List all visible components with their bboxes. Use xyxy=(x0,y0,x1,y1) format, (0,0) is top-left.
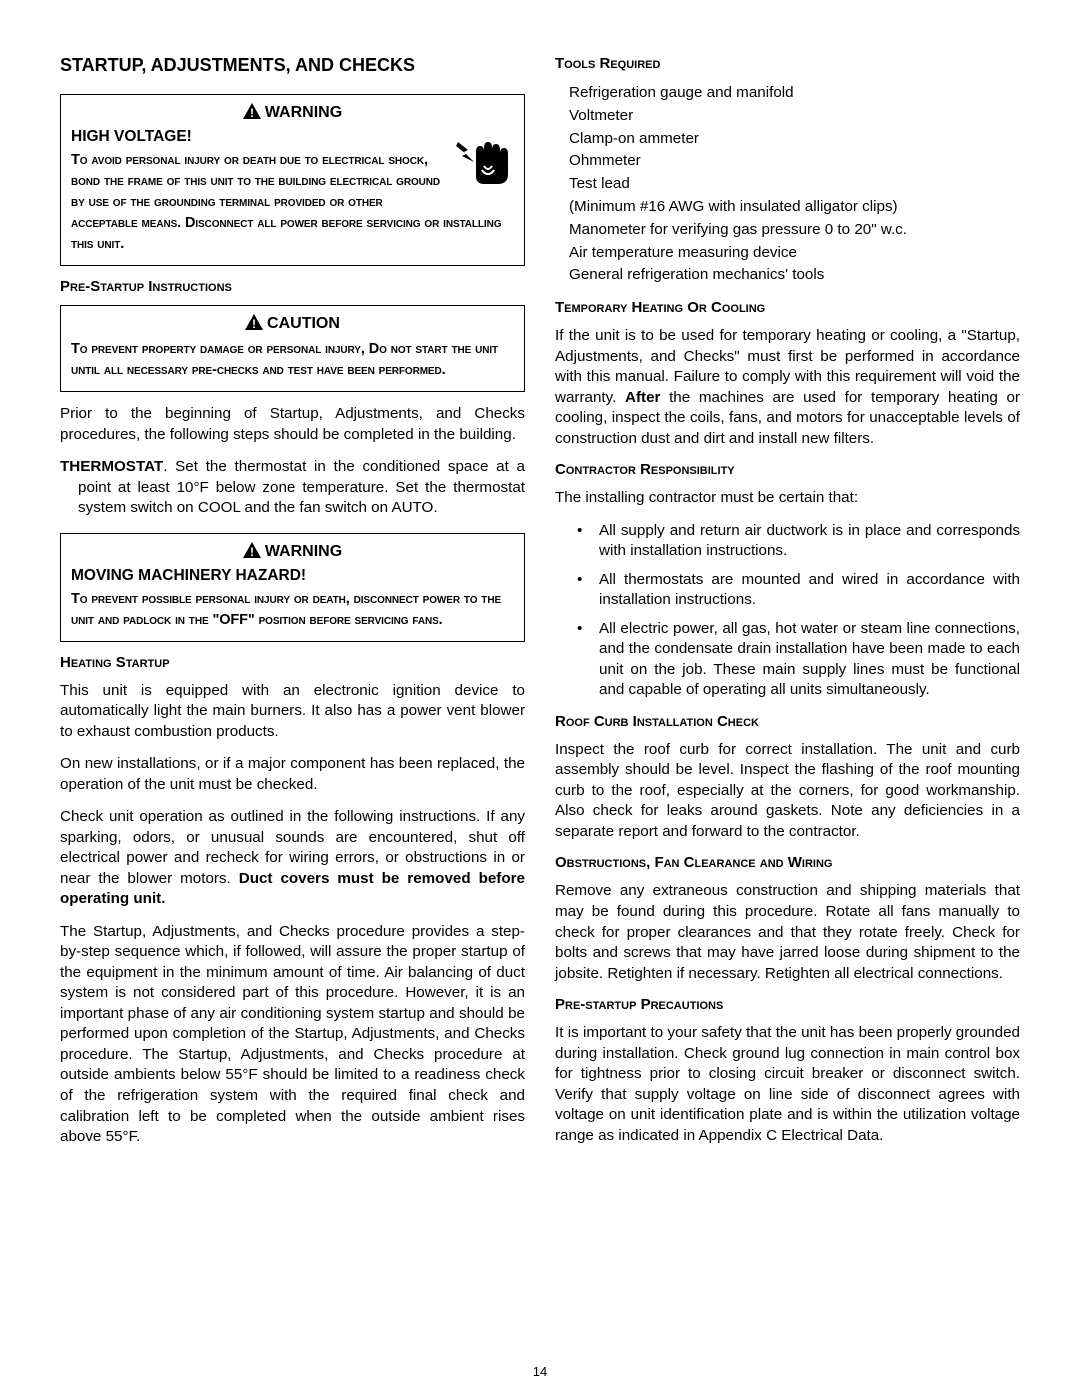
svg-text:!: ! xyxy=(250,545,254,558)
heat-para-4: The Startup, Adjustments, and Checks pro… xyxy=(60,922,525,1148)
warning-machinery-box: ! WARNING MOVING MACHINERY HAZARD! To pr… xyxy=(60,533,525,642)
shock-hand-icon xyxy=(454,130,514,191)
tools-subhead: Tools Required xyxy=(555,55,1020,72)
warning-header: ! WARNING xyxy=(71,103,514,124)
heat-para-3: Check unit operation as outlined in the … xyxy=(60,807,525,910)
two-column-layout: STARTUP, ADJUSTMENTS, AND CHECKS ! WARNI… xyxy=(60,55,1020,1160)
main-heading: STARTUP, ADJUSTMENTS, AND CHECKS xyxy=(60,55,525,76)
tool-item: Voltmeter xyxy=(569,105,1020,128)
tool-item: Manometer for verifying gas pressure 0 t… xyxy=(569,219,1020,242)
warning-triangle-icon: ! xyxy=(243,103,261,124)
tool-item: Ohmmeter xyxy=(569,150,1020,173)
heat-para-1: This unit is equipped with an electronic… xyxy=(60,681,525,743)
bullet-item: All thermostats are mounted and wired in… xyxy=(577,570,1020,611)
heat-para-2: On new installations, or if a major comp… xyxy=(60,754,525,795)
svg-text:!: ! xyxy=(250,106,254,119)
moving-machinery-body: To prevent possible personal injury or d… xyxy=(71,589,514,631)
prior-paragraph: Prior to the beginning of Startup, Adjus… xyxy=(60,404,525,445)
temp-paragraph: If the unit is to be used for temporary … xyxy=(555,326,1020,449)
moving-machinery-title: MOVING MACHINERY HAZARD! xyxy=(71,567,514,585)
heating-startup-subhead: Heating Startup xyxy=(60,654,525,671)
caution-body: To prevent property damage or personal i… xyxy=(71,339,514,381)
bullet-item: All electric power, all gas, hot water o… xyxy=(577,619,1020,701)
thermostat-lead: THERMOSTAT xyxy=(60,458,163,475)
svg-text:!: ! xyxy=(252,317,256,330)
thermostat-block: THERMOSTAT. Set the thermostat in the co… xyxy=(78,457,525,519)
contractor-subhead: Contractor Responsibility xyxy=(555,461,1020,478)
tools-list: Refrigeration gauge and manifold Voltmet… xyxy=(569,82,1020,287)
obstructions-subhead: Obstructions, Fan Clearance and Wiring xyxy=(555,854,1020,871)
tool-item: Refrigeration gauge and manifold xyxy=(569,82,1020,105)
high-voltage-body: To avoid personal injury or death due to… xyxy=(71,150,514,255)
warning-high-voltage-box: ! WARNING HIGH VOLTAGE! To avoid persona… xyxy=(60,94,525,266)
tool-item: Clamp-on ammeter xyxy=(569,128,1020,151)
contractor-para: The installing contractor must be certai… xyxy=(555,488,1020,509)
page-number: 14 xyxy=(0,1364,1080,1379)
warning-label: WARNING xyxy=(265,104,342,121)
tool-item: General refrigeration mechanics' tools xyxy=(569,264,1020,287)
precautions-para: It is important to your safety that the … xyxy=(555,1023,1020,1146)
contractor-bullets: All supply and return air ductwork is in… xyxy=(577,521,1020,701)
warning-mm-label: WARNING xyxy=(265,543,342,560)
temp-bold: After xyxy=(625,389,660,406)
left-column: STARTUP, ADJUSTMENTS, AND CHECKS ! WARNI… xyxy=(60,55,525,1160)
temp-heat-subhead: Temporary Heating Or Cooling xyxy=(555,299,1020,316)
roof-para: Inspect the roof curb for correct instal… xyxy=(555,740,1020,843)
caution-box: ! CAUTION To prevent property damage or … xyxy=(60,305,525,392)
right-column: Tools Required Refrigeration gauge and m… xyxy=(555,55,1020,1160)
tool-item: (Minimum #16 AWG with insulated alligato… xyxy=(569,196,1020,219)
caution-triangle-icon: ! xyxy=(245,314,263,335)
caution-label: CAUTION xyxy=(267,315,340,332)
obstructions-para: Remove any extraneous construction and s… xyxy=(555,881,1020,984)
roof-subhead: Roof Curb Installation Check xyxy=(555,713,1020,730)
pre-startup-subhead: Pre-Startup Instructions xyxy=(60,278,525,295)
tool-item: Test lead xyxy=(569,173,1020,196)
high-voltage-title: HIGH VOLTAGE! xyxy=(71,128,514,146)
bullet-item: All supply and return air ductwork is in… xyxy=(577,521,1020,562)
warning-mm-triangle-icon: ! xyxy=(243,542,261,563)
precautions-subhead: Pre-startup Precautions xyxy=(555,996,1020,1013)
caution-header: ! CAUTION xyxy=(71,314,514,335)
tool-item: Air temperature measuring device xyxy=(569,242,1020,265)
warning-mm-header: ! WARNING xyxy=(71,542,514,563)
